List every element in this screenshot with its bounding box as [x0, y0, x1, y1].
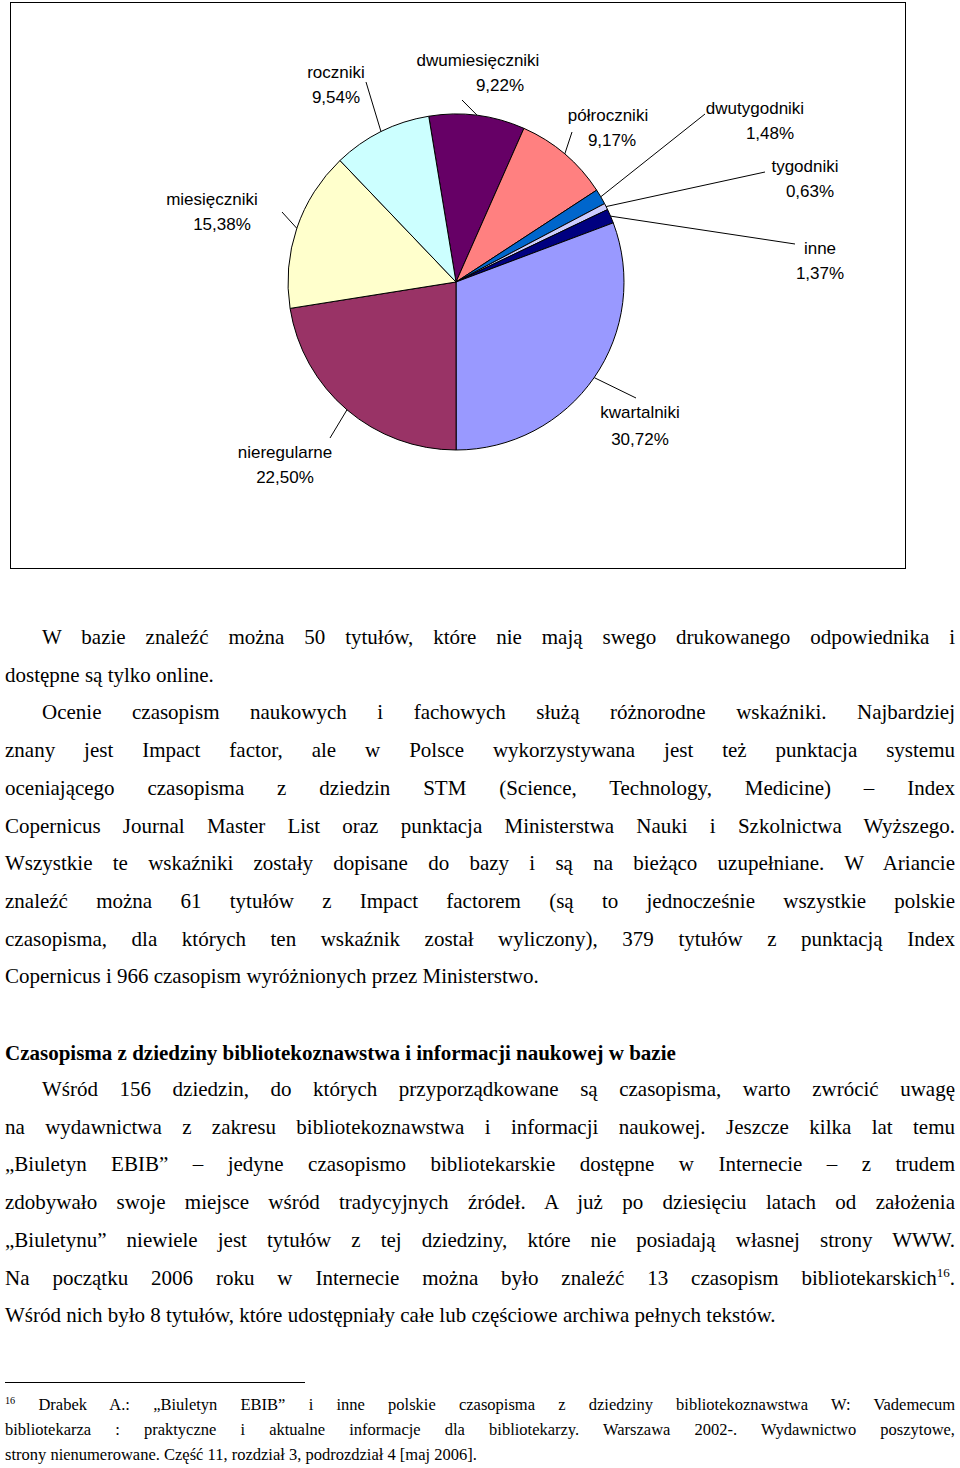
slice-label: inne	[804, 239, 836, 258]
pie-slice	[340, 116, 456, 282]
text-line: „Biuletyn EBIB” – jedyne czasopismo bibl…	[5, 1151, 955, 1177]
slice-value: 1,48%	[746, 124, 794, 143]
leader-line	[606, 172, 765, 207]
pie-slice	[290, 282, 456, 450]
slice-value: 1,37%	[796, 264, 844, 283]
slice-value: 0,63%	[786, 182, 834, 201]
text-line: oceniającego czasopisma z dziedzin STM (…	[5, 775, 955, 801]
text-span: Drabek A.: „Biuletyn EBIB” i inne polski…	[15, 1395, 955, 1414]
slice-label: miesięczniki	[166, 190, 258, 209]
text-line: Copernicus Journal Master List oraz punk…	[5, 813, 955, 839]
text-line: Wśród nich było 8 tytułów, które udostęp…	[5, 1302, 955, 1328]
text-span: strony nienumerowane. Część 11, rozdział…	[5, 1445, 477, 1464]
text-line: dostępne są tylko online.	[5, 662, 955, 688]
slice-label: tygodniki	[771, 157, 838, 176]
text-line: „Biuletynu” niewiele jest tytułów z tej …	[5, 1227, 955, 1253]
footnote-rule	[5, 1382, 305, 1383]
text-line: czasopisma, dla których ten wskaźnik zos…	[5, 926, 955, 952]
text-line: zdobywało swoje miejsce wśród tradycyjny…	[5, 1189, 955, 1215]
leader-line	[594, 378, 636, 398]
text-line: Wszystkie te wskaźniki zostały dopisane …	[5, 850, 955, 876]
leader-line	[366, 82, 381, 132]
text-line: Wśród 156 dziedzin, do których przyporzą…	[5, 1076, 955, 1102]
text-line: Ocenie czasopism naukowych i fachowych s…	[5, 699, 955, 725]
slice-label: roczniki	[307, 63, 365, 82]
pie	[288, 114, 624, 450]
leader-line	[330, 410, 347, 438]
slice-label: dwumiesięczniki	[417, 51, 540, 70]
leader-line	[611, 216, 795, 244]
footnote-line: strony nienumerowane. Część 11, rozdział…	[5, 1443, 955, 1467]
slice-value: 22,50%	[256, 468, 314, 487]
chart-frame	[11, 3, 906, 569]
footnote-number: 16	[5, 1395, 15, 1406]
footnote-ref: 16	[937, 1265, 950, 1280]
slice-value: 9,22%	[476, 76, 524, 95]
footnote-line: bibliotekarza : praktyczne i aktualne in…	[5, 1418, 955, 1442]
text-line: Copernicus i 966 czasopism wyróżnionych …	[5, 963, 955, 989]
leader-line	[565, 132, 572, 154]
text-span: bibliotekarza : praktyczne i aktualne in…	[5, 1420, 955, 1439]
slice-value: 9,54%	[312, 88, 360, 107]
leader-line	[462, 100, 477, 115]
slice-value: 30,72%	[611, 430, 669, 449]
text-line: znaleźć można 61 tytułów z Impact factor…	[5, 888, 955, 914]
slice-label: dwutygodniki	[706, 99, 804, 118]
chart: dwumiesięczniki 9,22% półroczniki 9,17% dwut…	[0, 0, 960, 600]
leader-line	[601, 114, 705, 197]
slice-label: kwartalniki	[600, 403, 679, 422]
text-span: .	[950, 1266, 955, 1290]
footnote-line: 16 Drabek A.: „Biuletyn EBIB” i inne pol…	[5, 1393, 955, 1417]
text-line: na wydawnictwa z zakresu bibliotekoznaws…	[5, 1114, 955, 1140]
heading: Czasopisma z dziedziny bibliotekoznawstw…	[5, 1040, 955, 1066]
slice-label: półroczniki	[568, 106, 648, 125]
slice-value: 15,38%	[193, 215, 251, 234]
text-line: W bazie znaleźć można 50 tytułów, które …	[5, 624, 955, 650]
slice-label: nieregularne	[238, 443, 333, 462]
text-line: znany jest Impact factor, ale w Polsce w…	[5, 737, 955, 763]
text-span: Na początku 2006 roku w Internecie można…	[5, 1266, 937, 1290]
pie-slice	[456, 223, 624, 450]
leader-line	[282, 212, 297, 228]
labels: dwumiesięczniki 9,22% półroczniki 9,17% dwut…	[166, 51, 844, 487]
text-line: Na początku 2006 roku w Internecie można…	[5, 1265, 955, 1291]
slice-value: 9,17%	[588, 131, 636, 150]
